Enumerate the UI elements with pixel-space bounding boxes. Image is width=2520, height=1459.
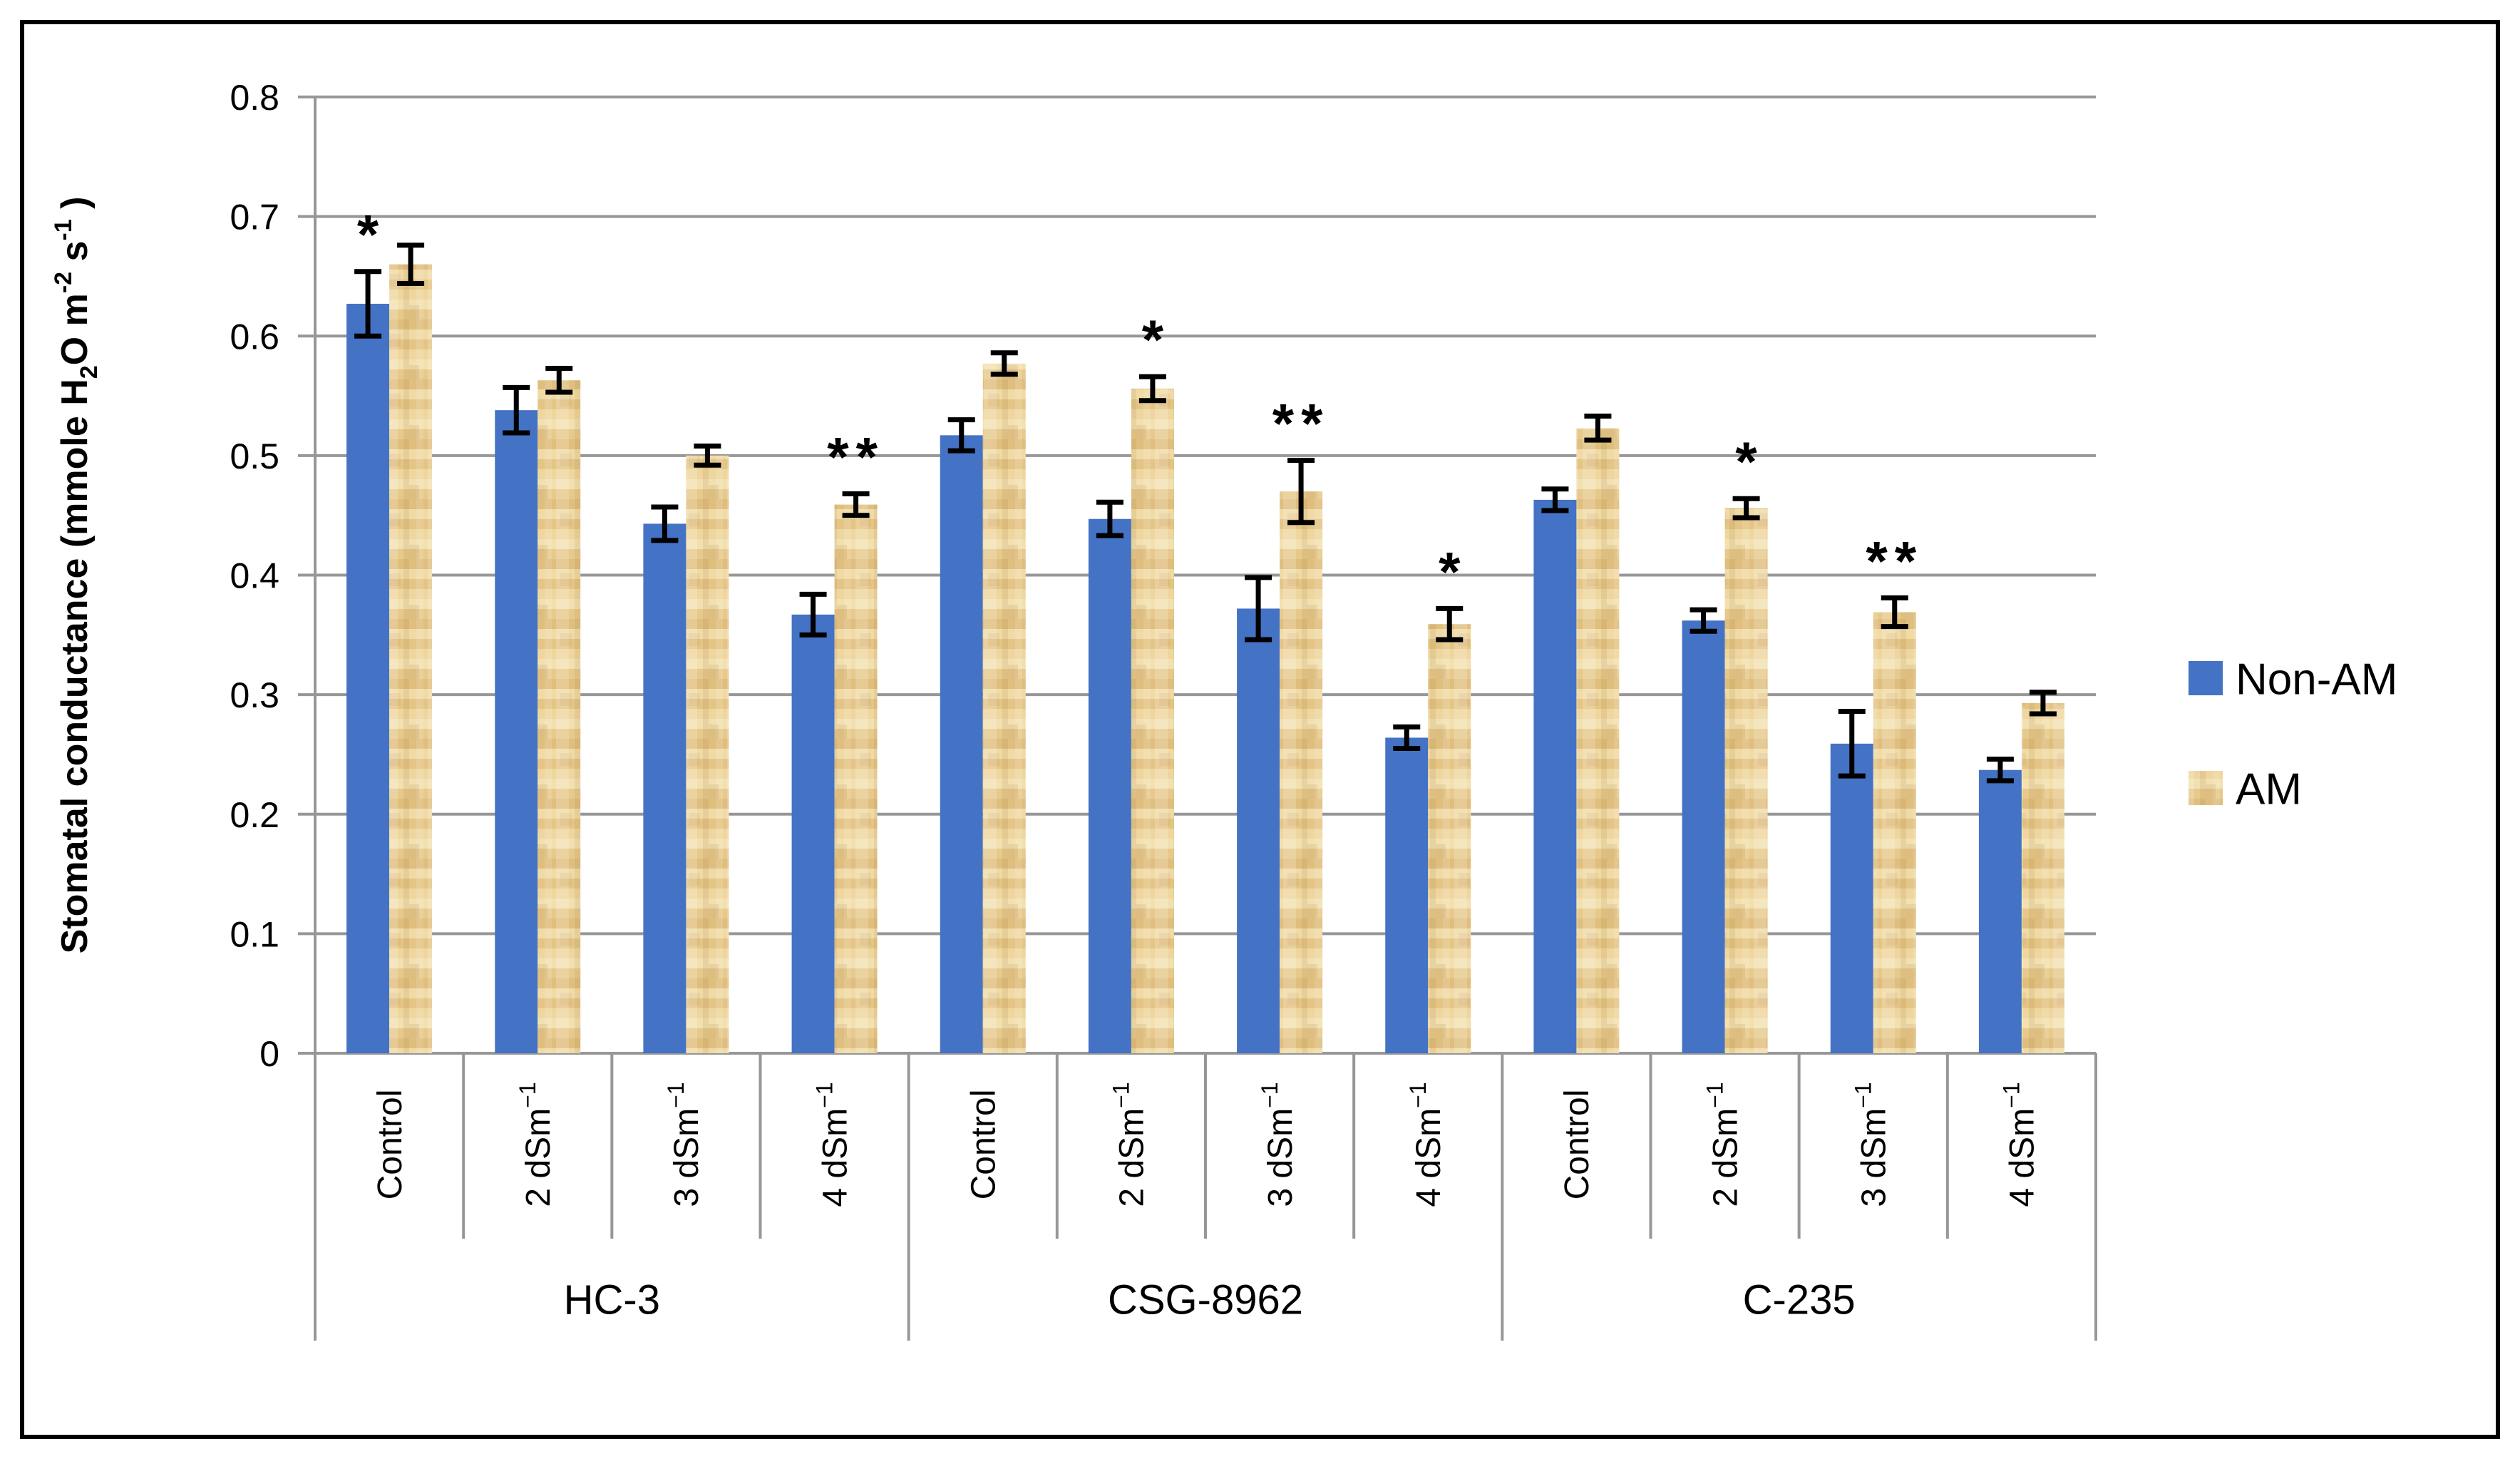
bar-non-am: [791, 614, 835, 1053]
y-tick-label: 0.4: [230, 556, 279, 596]
category-label: 3 dSm−1: [663, 1082, 706, 1207]
bar-am: [834, 504, 878, 1053]
significance-star: *: [1735, 430, 1757, 493]
legend-label: AM: [2236, 764, 2302, 814]
category-label: 2 dSm−1: [1702, 1082, 1744, 1207]
bar-non-am: [643, 523, 686, 1053]
error-bar: [354, 269, 382, 339]
category-label: 4 dSm−1: [1999, 1082, 2042, 1207]
y-axis-title: Stomatal conductance (mmole H2O m-2 s-1 …: [50, 197, 103, 954]
bar-non-am: [495, 410, 538, 1053]
error-bar: [947, 417, 975, 454]
bar-am: [686, 455, 729, 1053]
category-label: 3 dSm−1: [1851, 1082, 1893, 1207]
significance-star: **: [827, 426, 885, 488]
error-bar: [1436, 605, 1464, 643]
error-bar: [1584, 414, 1612, 443]
bar-am: [389, 264, 433, 1053]
y-tick-label: 0.7: [230, 198, 279, 237]
category-label: 2 dSm−1: [1109, 1082, 1151, 1207]
group-label: CSG-8962: [1108, 1276, 1303, 1323]
category-label: 4 dSm−1: [1405, 1082, 1448, 1207]
y-tick-label: 0.8: [230, 78, 279, 118]
error-bar: [503, 384, 530, 436]
bar-am: [1280, 491, 1323, 1053]
error-bar: [397, 242, 425, 286]
bar-non-am: [346, 303, 390, 1054]
significance-star: *: [1439, 540, 1461, 603]
category-label: 3 dSm−1: [1257, 1082, 1300, 1207]
bar-am: [1873, 612, 1916, 1053]
bar-non-am: [1978, 769, 2022, 1053]
error-bar: [1732, 496, 1760, 521]
error-bar: [1138, 374, 1166, 404]
bar-am: [1131, 389, 1174, 1053]
error-bar: [990, 350, 1018, 377]
bar-am: [1576, 428, 1620, 1053]
group-label: HC-3: [564, 1276, 660, 1323]
y-tick-label: 0.3: [230, 675, 279, 715]
y-tick-label: 0.6: [230, 317, 279, 357]
error-bar: [1393, 724, 1421, 752]
bar-am: [1428, 624, 1471, 1053]
category-label: Control: [1558, 1090, 1596, 1200]
legend: Non-AM AM: [2189, 655, 2397, 814]
bar-am: [2021, 702, 2064, 1053]
bar-non-am: [940, 435, 983, 1053]
bar-am: [1724, 508, 1768, 1053]
bar-non-am: [1682, 620, 1725, 1053]
error-bar: [1986, 757, 2014, 784]
y-tick-label: 0.2: [230, 795, 279, 835]
category-label: Control: [965, 1090, 1003, 1200]
y-tick-label: 0.1: [230, 914, 279, 954]
error-bar: [842, 491, 870, 518]
bar-non-am: [1385, 737, 1429, 1053]
significance-star: **: [1866, 529, 1923, 592]
bar-non-am: [1533, 499, 1577, 1053]
significance-star: *: [357, 203, 379, 266]
error-bar: [651, 504, 679, 543]
y-tick-label: 0.5: [230, 436, 279, 476]
legend-swatch-non-am: [2189, 661, 2223, 695]
category-label: Control: [371, 1090, 409, 1200]
error-bar: [1838, 709, 1866, 779]
significance-star: **: [1272, 392, 1330, 455]
error-bar: [1096, 499, 1123, 538]
bar-non-am: [1237, 608, 1280, 1053]
error-bar: [694, 443, 721, 468]
figure-border: [20, 20, 2500, 1439]
legend-swatch-am: [2189, 771, 2223, 805]
error-bar: [2029, 690, 2057, 717]
error-bar: [545, 366, 573, 395]
category-label: 2 dSm−1: [515, 1082, 557, 1207]
error-bar: [1245, 575, 1272, 643]
category-label: 4 dSm−1: [811, 1082, 854, 1207]
y-tick-label: 0: [259, 1034, 279, 1074]
error-bar: [1881, 595, 1908, 630]
error-bar: [1287, 458, 1315, 526]
error-bar: [1541, 486, 1569, 513]
group-label: C-235: [1743, 1276, 1856, 1323]
error-bar: [799, 591, 827, 638]
error-bar: [1690, 607, 1717, 634]
bar-am: [538, 380, 581, 1053]
legend-label: Non-AM: [2236, 655, 2397, 704]
significance-star: *: [1142, 308, 1164, 371]
bar-am: [982, 363, 1026, 1054]
bar-non-am: [1088, 518, 1131, 1053]
bar-non-am: [1830, 743, 1873, 1053]
